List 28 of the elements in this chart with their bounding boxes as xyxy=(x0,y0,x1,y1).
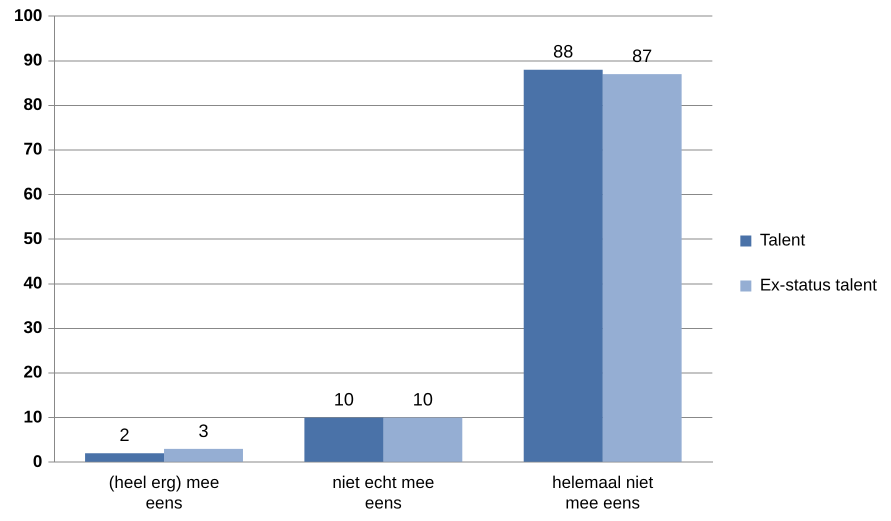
legend-label: Talent xyxy=(760,230,806,250)
data-label: 10 xyxy=(334,390,354,410)
y-tick-label: 70 xyxy=(23,140,42,159)
y-tick-label: 20 xyxy=(23,362,42,382)
y-tick-label: 100 xyxy=(14,6,42,25)
x-tick-label: niet echt mee eens xyxy=(332,473,434,512)
data-label: 2 xyxy=(120,425,130,446)
data-label: 87 xyxy=(632,46,652,66)
y-tick-label: 60 xyxy=(23,184,42,204)
x-tick-label: (heel erg) mee eens xyxy=(108,473,220,512)
y-tick-label: 90 xyxy=(23,50,42,70)
bar xyxy=(602,74,682,462)
y-tick-label: 50 xyxy=(23,228,42,248)
y-tick-label: 30 xyxy=(23,318,42,338)
y-tick-label: 80 xyxy=(23,95,42,114)
y-tick-label: 0 xyxy=(32,452,42,471)
bar xyxy=(85,453,164,462)
data-label: 3 xyxy=(198,420,209,441)
y-tick-label: 40 xyxy=(23,273,42,292)
bar xyxy=(383,418,462,462)
x-tick-label: helemaal niet mee eens xyxy=(552,473,654,512)
bar xyxy=(524,70,603,462)
bar xyxy=(164,448,243,462)
y-tick-label: 10 xyxy=(23,407,42,426)
bar xyxy=(304,418,384,462)
legend-label: Ex-status talent xyxy=(760,276,878,295)
data-label: 88 xyxy=(553,42,574,62)
data-label: 10 xyxy=(412,390,433,410)
